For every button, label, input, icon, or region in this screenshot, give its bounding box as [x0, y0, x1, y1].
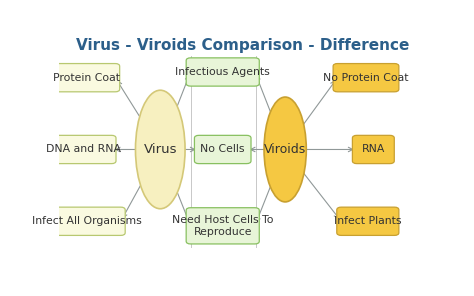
Text: Infect All Organisms: Infect All Organisms	[32, 216, 142, 226]
FancyBboxPatch shape	[54, 64, 119, 92]
Ellipse shape	[264, 97, 306, 202]
FancyBboxPatch shape	[194, 135, 251, 164]
Text: RNA: RNA	[362, 144, 385, 155]
FancyBboxPatch shape	[186, 208, 259, 244]
Text: Virus - Viroids Comparison - Difference: Virus - Viroids Comparison - Difference	[76, 38, 410, 53]
FancyBboxPatch shape	[186, 58, 259, 86]
FancyBboxPatch shape	[337, 207, 399, 235]
Text: Need Host Cells To
Reproduce: Need Host Cells To Reproduce	[172, 215, 273, 237]
Text: Infect Plants: Infect Plants	[334, 216, 401, 226]
Text: Protein Coat: Protein Coat	[53, 73, 120, 83]
Text: Viroids: Viroids	[264, 143, 306, 156]
Text: Virus: Virus	[144, 143, 177, 156]
Text: Infectious Agents: Infectious Agents	[175, 67, 270, 77]
Text: No Cells: No Cells	[201, 144, 245, 155]
Text: No Protein Coat: No Protein Coat	[323, 73, 409, 83]
FancyBboxPatch shape	[352, 135, 394, 164]
FancyBboxPatch shape	[50, 135, 116, 164]
FancyBboxPatch shape	[333, 64, 399, 92]
FancyBboxPatch shape	[48, 207, 125, 235]
Ellipse shape	[136, 90, 185, 209]
Text: DNA and RNA: DNA and RNA	[46, 144, 120, 155]
